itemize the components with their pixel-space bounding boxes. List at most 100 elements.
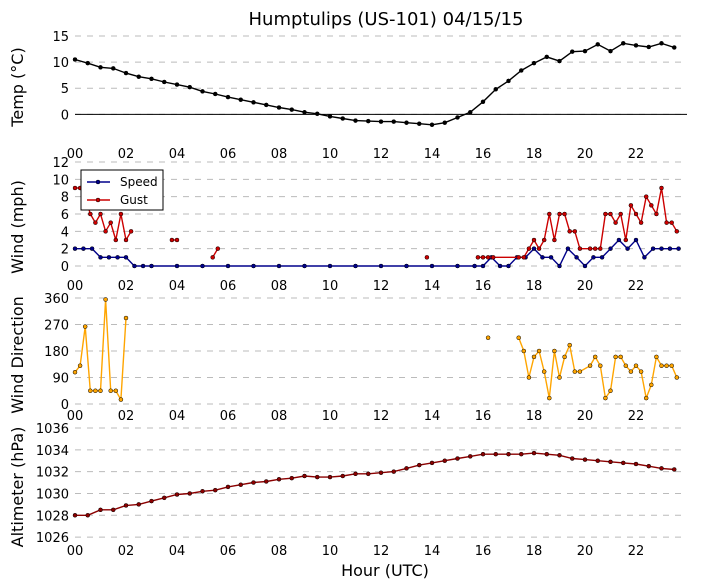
data-point: [132, 263, 137, 269]
data-point: [475, 255, 481, 260]
data-point: [674, 375, 680, 380]
x-tick-label: 20: [577, 279, 594, 294]
data-point: [592, 246, 598, 251]
data-point: [118, 211, 124, 217]
series-line-p4: [75, 452, 675, 516]
panel-1: 0 5 10 15 00 02 04 06 08 10 12 14 16 18 20 22 Temp (°C): [8, 30, 687, 162]
x-tick-label: 08: [271, 147, 288, 162]
data-point: [659, 363, 664, 368]
data-point: [616, 237, 622, 243]
y-tick-label: 5: [61, 82, 69, 97]
y-tick-label: 10: [52, 56, 69, 71]
data-point: [238, 97, 243, 102]
data-point: [480, 99, 486, 105]
data-point: [88, 388, 93, 393]
data-point: [417, 462, 422, 468]
x-tick-label: 22: [628, 279, 645, 294]
y-axis-label: Temp (°C): [8, 47, 27, 127]
data-point: [621, 460, 626, 466]
legend-marker: [95, 197, 101, 203]
data-point: [213, 487, 218, 493]
data-point: [88, 211, 93, 217]
data-point: [485, 255, 491, 260]
data-point: [113, 237, 119, 243]
y-tick-label: 360: [44, 292, 69, 307]
data-point: [85, 513, 90, 518]
data-point: [264, 479, 269, 484]
data-point: [213, 91, 218, 97]
data-point: [516, 255, 521, 260]
data-point: [210, 255, 215, 260]
x-tick-label: 08: [271, 544, 288, 559]
data-point: [103, 229, 108, 234]
data-point: [628, 203, 634, 208]
data-point: [557, 58, 562, 64]
data-point: [289, 475, 294, 481]
data-point: [646, 44, 651, 50]
series-line-p3: [74, 299, 678, 402]
data-point: [547, 211, 552, 217]
data-point: [302, 473, 307, 479]
x-tick-label: 14: [424, 279, 441, 294]
y-tick-label: 8: [61, 191, 69, 206]
x-tick-label: 10: [322, 147, 339, 162]
data-point: [557, 453, 562, 458]
data-point: [587, 363, 593, 368]
x-tick-label: 18: [526, 409, 543, 424]
data-point: [603, 211, 608, 217]
data-point: [72, 369, 78, 375]
data-point: [98, 211, 103, 217]
y-tick-label: 90: [52, 372, 69, 387]
y-axis-label: Altimeter (hPa): [8, 427, 27, 548]
legend-label: Speed: [120, 175, 158, 189]
data-point: [526, 246, 532, 251]
x-tick-label: 10: [322, 544, 339, 559]
data-point: [327, 114, 333, 119]
data-point: [424, 255, 430, 260]
y-tick-label: 0: [61, 398, 69, 413]
data-point: [519, 451, 524, 457]
data-point: [531, 60, 537, 66]
data-point: [276, 477, 282, 482]
data-point: [72, 57, 78, 62]
x-tick-label: 10: [322, 409, 339, 424]
data-point: [638, 369, 644, 374]
data-point: [642, 255, 647, 260]
data-point: [98, 507, 103, 513]
data-point: [659, 466, 664, 471]
data-point: [113, 388, 119, 393]
y-tick-label: 12: [52, 156, 69, 171]
data-point: [562, 354, 567, 360]
chart-title: Humptulips (US-101) 04/15/15: [249, 9, 524, 30]
data-point: [570, 456, 575, 461]
data-point: [598, 363, 603, 368]
data-point: [378, 263, 384, 269]
data-point: [251, 100, 256, 105]
data-point: [623, 237, 629, 243]
data-point: [654, 211, 659, 217]
data-point: [633, 461, 639, 467]
y-tick-label: 2: [61, 243, 69, 258]
data-point: [540, 255, 545, 260]
x-tick-label: 14: [424, 544, 441, 559]
panel-3: 0 90 180 270 360 00 02 04 06 08 10 12 14 16 18 20 22 Wind…: [8, 292, 687, 424]
data-point: [544, 54, 549, 60]
data-point: [225, 263, 231, 269]
data-point: [108, 388, 113, 393]
data-point: [93, 388, 98, 393]
data-point: [531, 450, 537, 456]
data-point: [591, 255, 596, 260]
data-point: [552, 348, 557, 354]
x-tick-label: 16: [475, 544, 492, 559]
data-point: [136, 502, 141, 507]
x-tick-label: 12: [373, 279, 390, 294]
data-point: [480, 255, 486, 260]
data-point: [628, 369, 634, 374]
data-point: [659, 41, 664, 46]
x-tick-label: 12: [373, 409, 390, 424]
data-point: [264, 102, 269, 108]
x-tick-label: 18: [526, 544, 543, 559]
data-point: [98, 255, 103, 260]
data-point: [595, 42, 600, 47]
data-point: [608, 388, 613, 393]
